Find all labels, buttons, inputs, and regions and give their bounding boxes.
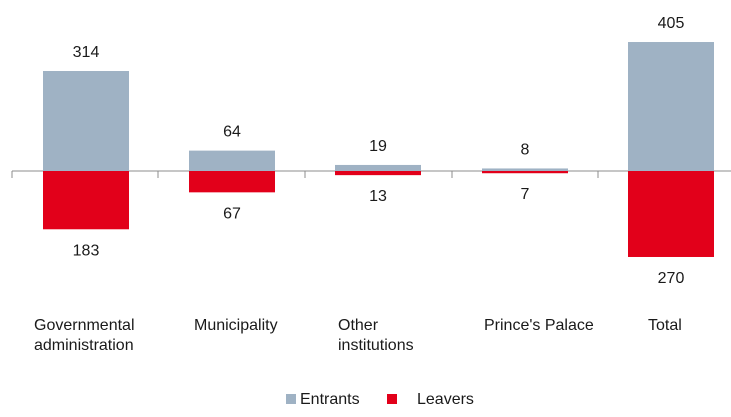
category-label: Other institutions (338, 317, 414, 354)
entrants-bar (335, 164, 421, 171)
leavers-bar (43, 171, 129, 230)
leavers-data-label: 13 (369, 188, 387, 205)
legend-leavers-label: Leavers (417, 391, 474, 408)
category-label: Prince's Palace (484, 317, 594, 334)
legend-leavers-swatch (387, 394, 397, 404)
category-label-line: Prince's Palace (484, 317, 594, 334)
category-label-line: Municipality (194, 317, 278, 334)
leavers-data-label: 270 (658, 270, 685, 287)
legend-entrants-swatch (286, 394, 296, 404)
entrants-bar (43, 71, 129, 171)
entrants-bar (189, 150, 275, 171)
category-label: Municipality (194, 317, 278, 334)
entrants-data-label: 405 (658, 15, 685, 32)
category-label-line: Other (338, 317, 379, 334)
entrants-bar (482, 168, 568, 171)
leavers-bar (189, 171, 275, 193)
entrants-data-label: 8 (521, 141, 530, 158)
category-label-line: institutions (338, 337, 414, 354)
leavers-data-label: 183 (73, 242, 100, 259)
leavers-bar (628, 171, 714, 257)
category-label-line: administration (34, 337, 134, 354)
category-label-line: Total (648, 317, 682, 334)
legend-entrants-label: Entrants (300, 391, 360, 408)
leavers-data-label: 67 (223, 205, 241, 222)
category-label-line: Governmental (34, 317, 135, 334)
leavers-data-label: 7 (521, 186, 530, 203)
leavers-bar (335, 171, 421, 176)
entrants-data-label: 314 (73, 44, 100, 61)
leavers-bar (482, 171, 568, 174)
entrants-data-label: 19 (369, 138, 387, 155)
entrants-bar (628, 42, 714, 172)
entrants-data-label: 64 (223, 124, 241, 141)
category-label: Total (648, 317, 682, 334)
category-label: Governmental administration (34, 317, 135, 354)
